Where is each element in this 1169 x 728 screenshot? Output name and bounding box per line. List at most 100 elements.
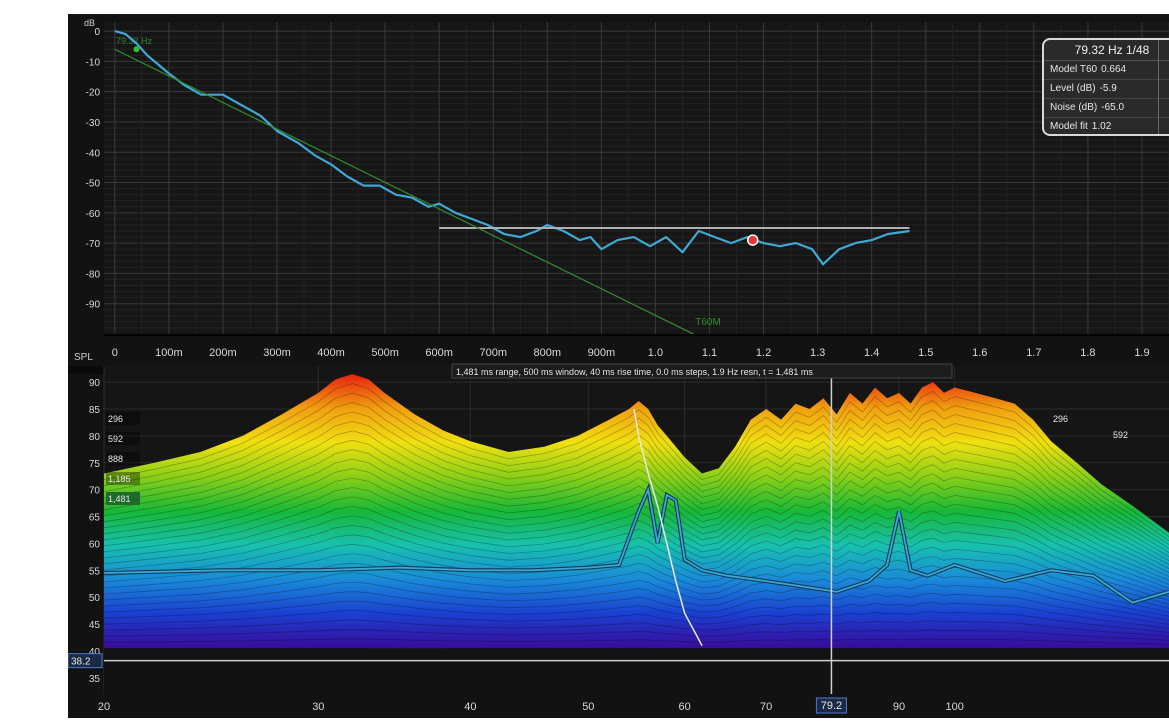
waterfall-slice-line — [103, 572, 1169, 617]
info-row-noise: Noise (dB) -65.0 — [1044, 99, 1169, 118]
decay-marker — [746, 234, 759, 246]
waterfall-x-tick-label: 70 — [760, 701, 772, 713]
waterfall-slice-line — [103, 430, 1169, 557]
waterfall-slice-line — [103, 477, 1169, 577]
waterfall-slice-line — [103, 619, 1169, 637]
waterfall-y-tick-label: 60 — [89, 539, 101, 550]
decay-x-tick-label: 900m — [588, 347, 616, 359]
decay-y-axis-label: dB — [84, 18, 95, 28]
waterfall-slice-line — [103, 628, 1169, 641]
waterfall-y-tick-label: 45 — [89, 620, 101, 631]
time-label-bg — [106, 432, 140, 445]
cursor-y-label: 38.2 — [71, 657, 91, 668]
waterfall-y-tick-label: 35 — [89, 674, 101, 685]
waterfall-x-tick-label: 40 — [464, 701, 476, 713]
waterfall-x-tick-label: 60 — [679, 701, 691, 713]
time-label-bg — [106, 452, 140, 465]
decay-x-tick-label: 1.2 — [756, 347, 771, 359]
waterfall-y-tick-label: 65 — [89, 513, 101, 524]
waterfall-y-tick-label: 50 — [89, 593, 101, 604]
waterfall-surface — [104, 374, 1169, 649]
decay-x-tick-label: 0 — [112, 347, 118, 359]
waterfall-slice-line — [103, 468, 1169, 573]
decay-x-tick-label: 700m — [479, 347, 507, 359]
waterfall-x-tick-label: 50 — [582, 701, 594, 713]
decay-y-tick-label: -50 — [86, 179, 101, 190]
waterfall-slice-line — [103, 591, 1169, 625]
cursor-x-badge — [815, 697, 847, 714]
waterfall-caption: 1,481 ms range, 500 ms window, 40 ms ris… — [456, 367, 813, 377]
waterfall-decay-trace — [633, 408, 703, 646]
time-label-left: 1,185 — [108, 474, 131, 484]
waterfall-slice-line — [103, 496, 1169, 585]
time-label-left: 888 — [108, 454, 123, 464]
decay-x-tick-label: 200m — [209, 347, 237, 359]
chart-canvas: 0 -10 -20 -30 -40 -50 -60 -70 -80 -90 0 100m 200m 300… — [68, 18, 1169, 714]
decay-x-tick-label: 1.8 — [1080, 347, 1095, 359]
waterfall-slice-line — [103, 401, 1169, 545]
waterfall-slice-line — [103, 638, 1169, 645]
waterfall-slice-line — [103, 420, 1169, 553]
decay-y-tick-label: -20 — [86, 88, 101, 99]
time-label-bg — [106, 412, 140, 425]
info-table[interactable]: 79.32 Hz 1/48 Model T60 0.664 Level (dB) -… — [1042, 38, 1169, 136]
decay-x-tick-label: 600m — [425, 347, 453, 359]
waterfall-slice-line — [103, 610, 1169, 633]
decay-x-tick-label: 1.7 — [1026, 347, 1041, 359]
decay-x-tick-label: 100m — [155, 347, 183, 359]
waterfall-slice-line — [103, 383, 1169, 538]
waterfall-slice-line — [103, 506, 1169, 589]
cursor-y-badge — [68, 653, 103, 669]
decay-y-tick-label: -90 — [86, 300, 101, 311]
waterfall-slice-line — [103, 524, 1169, 597]
info-row-model-fit: Model fit 1.02 — [1044, 118, 1169, 134]
waterfall-x-tick-label: 20 — [98, 701, 110, 713]
waterfall-slice-line — [103, 515, 1169, 593]
waterfall-floor — [104, 648, 1169, 694]
decay-x-tick-label: 500m — [371, 347, 399, 359]
waterfall-y-tick-label: 80 — [89, 432, 101, 443]
time-label-right: 296 — [1053, 414, 1068, 424]
waterfall-y-tick-label: 40 — [89, 647, 101, 658]
waterfall-y-tick-label: 75 — [89, 459, 101, 470]
time-label-right: 592 — [1113, 430, 1128, 440]
decay-y-tick-label: -80 — [86, 269, 101, 280]
waterfall-slice-line — [103, 439, 1169, 561]
time-label-left: 1,481 — [108, 494, 131, 504]
time-label-bg — [106, 492, 140, 505]
decay-x-tick-label: 1.0 — [648, 347, 663, 359]
waterfall-slice-line — [103, 543, 1169, 605]
cursor-x-label: 79.2 — [821, 700, 842, 712]
info-row-level: Level (dB) -5.9 — [1044, 80, 1169, 99]
decay-y-tick-label: -60 — [86, 209, 101, 220]
decay-x-tick-label: 300m — [263, 347, 291, 359]
waterfall-overlay-curve — [103, 486, 1169, 604]
info-table-divider — [1158, 40, 1159, 134]
waterfall-y-tick-label: 55 — [89, 566, 101, 577]
decay-y-tick-label: -70 — [86, 239, 101, 250]
decay-measured-line — [114, 30, 910, 266]
decay-x-tick-label: 800m — [534, 347, 562, 359]
decay-plot-area — [104, 22, 1169, 334]
decay-y-tick-label: -40 — [86, 148, 101, 159]
waterfall-y-axis-label: SPL — [74, 352, 93, 363]
time-label-bg — [106, 472, 140, 485]
time-label-left: 592 — [108, 434, 123, 444]
waterfall-slice-line — [103, 534, 1169, 601]
waterfall-slice-line — [103, 411, 1169, 549]
decay-x-tick-label: 400m — [317, 347, 345, 359]
decay-x-tick-label: 1.9 — [1134, 347, 1149, 359]
waterfall-x-tick-label: 90 — [893, 701, 905, 713]
decay-x-tick-label: 1.6 — [972, 347, 987, 359]
decay-y-tick-label: 0 — [94, 27, 100, 38]
decay-marker — [133, 46, 140, 53]
waterfall-slice-line — [103, 458, 1169, 569]
t60-model-line — [114, 48, 694, 335]
t60m-label: T60M — [695, 317, 721, 328]
waterfall-slice-line — [103, 392, 1169, 542]
decay-x-tick-label: 1.3 — [810, 347, 825, 359]
time-label-left: 296 — [108, 414, 123, 424]
decay-grid — [104, 22, 1169, 334]
waterfall-caption-bg — [451, 363, 953, 379]
info-table-title: 79.32 Hz 1/48 — [1044, 40, 1169, 61]
